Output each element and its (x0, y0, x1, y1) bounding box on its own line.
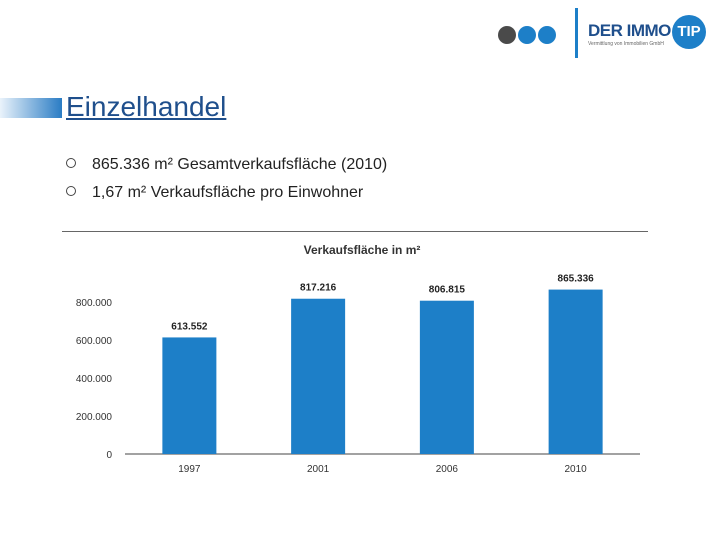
bullet-circle-icon (66, 186, 76, 196)
logo-dot-1 (498, 26, 516, 44)
y-tick-label: 400.000 (76, 374, 113, 385)
y-tick-label: 0 (106, 450, 112, 461)
chart-title: Verkaufsfläche in m² (304, 243, 421, 257)
data-label: 806.815 (429, 285, 466, 296)
logo-tagline: Vermittlung von Immobilien GmbH (588, 41, 664, 47)
divider-line (62, 231, 648, 232)
logo-divider (575, 8, 578, 58)
data-label: 613.552 (171, 321, 208, 332)
bullet-circle-icon (66, 158, 76, 168)
bar (162, 337, 217, 454)
logo-name: DER IMMO (588, 21, 671, 40)
title-accent-bar (0, 98, 62, 118)
x-tick-label: 2010 (565, 464, 588, 475)
bullet-text: 1,67 m² Verkaufsfläche pro Einwohner (92, 184, 364, 201)
logo-dot-3 (538, 26, 556, 44)
bar-chart: Verkaufsfläche in m² 0 200.000 400.000 600.0… (76, 243, 640, 475)
y-tick-label: 200.000 (76, 412, 113, 423)
bullet-text: 865.336 m² Gesamtverkaufsfläche (2010) (92, 156, 388, 173)
logo-dot-2 (518, 26, 536, 44)
bar (291, 298, 346, 454)
logo-badge: TIP (672, 15, 706, 49)
data-label: 865.336 (558, 274, 595, 285)
x-tick-label: 2006 (436, 464, 459, 475)
bar (419, 300, 474, 454)
x-tick-label: 1997 (178, 464, 201, 475)
bar (548, 289, 603, 454)
x-tick-label: 2001 (307, 464, 330, 475)
logo-dots (498, 24, 568, 46)
y-tick-label: 600.000 (76, 336, 113, 347)
page-title: Einzelhandel (66, 91, 227, 122)
bullet-item: 1,67 m² Verkaufsfläche pro Einwohner (66, 184, 363, 202)
data-label: 817.216 (300, 283, 337, 294)
y-tick-label: 800.000 (76, 298, 113, 309)
bullet-item: 865.336 m² Gesamtverkaufsfläche (2010) (66, 156, 387, 174)
